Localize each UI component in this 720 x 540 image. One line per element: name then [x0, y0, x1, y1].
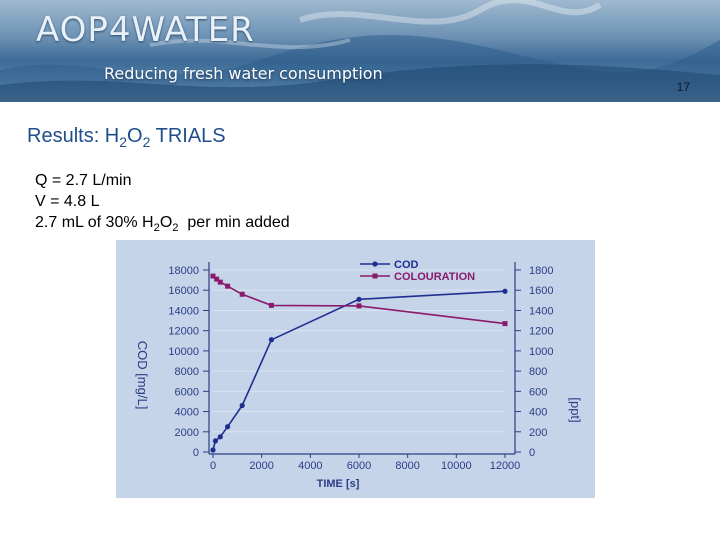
- wave-background-graphic: [0, 0, 720, 102]
- y-right-tick-label: 1400: [529, 305, 553, 317]
- y-right-tick-label: 1000: [529, 346, 553, 358]
- y-left-tick-label: 10000: [168, 346, 199, 358]
- x-tick-label: 0: [210, 460, 216, 472]
- data-point: [356, 296, 362, 302]
- data-point: [225, 283, 231, 289]
- data-point: [268, 302, 274, 308]
- series-line-cod: [212, 290, 506, 451]
- y-right-tick-label: 600: [529, 386, 547, 398]
- y-right-axis-label: [ppt]: [568, 397, 583, 422]
- data-point: [214, 276, 220, 282]
- y-left-tick-label: 2000: [175, 427, 199, 439]
- y-right-tick-label: 0: [529, 447, 535, 459]
- data-point: [217, 434, 223, 440]
- legend-entry: COD: [394, 259, 419, 271]
- data-point: [210, 447, 216, 453]
- grid-lines: [213, 269, 505, 433]
- x-tick-label: 8000: [395, 460, 419, 472]
- data-point: [225, 424, 231, 430]
- data-point: [212, 438, 219, 444]
- x-tick-label: 4000: [298, 460, 322, 472]
- slide-number: 17: [676, 80, 690, 94]
- chart-panel: 0 2000 4000 6000 8000 10000 12000 14000 16000 180…: [116, 240, 595, 498]
- slide-title: Results: H2O2 TRIALS: [27, 125, 226, 150]
- y-left-tick-label: 12000: [168, 326, 199, 338]
- legend-marker: [372, 261, 378, 267]
- y-right-tick-label: 400: [529, 407, 547, 419]
- header-banner: AOP4WATER Reducing fresh water consumpti…: [0, 0, 720, 102]
- data-point: [239, 291, 245, 297]
- app-logo: AOP4WATER: [36, 10, 255, 50]
- y-right-tick-label: 1600: [529, 285, 553, 297]
- y-right-tick-label: 200: [529, 427, 547, 439]
- data-point: [356, 303, 362, 309]
- x-tick-label: 12000: [490, 460, 521, 472]
- tagline: Reducing fresh water consumption: [104, 64, 383, 83]
- data-point: [502, 288, 508, 294]
- y-left-tick-label: 0: [193, 447, 199, 459]
- data-point: [210, 273, 216, 279]
- legend-entry: COLOURATION: [394, 271, 475, 283]
- flow-rate-line: Q = 2.7 L/min: [35, 172, 132, 189]
- y-right-tick-label: 1200: [529, 326, 553, 338]
- axes: [203, 262, 521, 458]
- volume-line: V = 4.8 L: [35, 193, 100, 210]
- data-point: [268, 337, 274, 343]
- legend-marker: [372, 273, 378, 279]
- trial-parameters: Q = 2.7 L/min V = 4.8 L 2.7 mL of 30% H2…: [35, 170, 290, 239]
- tick-labels: 0200040006000800010000120001400016000180…: [168, 265, 553, 472]
- y-left-tick-label: 4000: [175, 407, 199, 419]
- y-left-tick-label: 14000: [168, 305, 199, 317]
- data-point: [217, 279, 223, 285]
- data-point: [239, 402, 245, 409]
- y-left-tick-label: 8000: [175, 366, 199, 378]
- data-point: [502, 321, 508, 327]
- x-axis-label: TIME [s]: [317, 478, 360, 490]
- y-right-tick-label: 800: [529, 366, 547, 378]
- x-tick-label: 10000: [441, 460, 472, 472]
- series-layer: [210, 273, 508, 453]
- cod-colouration-chart: 0200040006000800010000120001400016000180…: [135, 259, 583, 490]
- y-left-tick-label: 6000: [175, 386, 199, 398]
- x-tick-label: 6000: [347, 460, 371, 472]
- y-left-axis-label: COD [mg/L]: [135, 341, 150, 410]
- y-right-tick-label: 1800: [529, 265, 553, 277]
- y-left-tick-label: 16000: [168, 285, 199, 297]
- y-left-tick-label: 18000: [168, 265, 199, 277]
- dosing-line: 2.7 mL of 30% H2O2 per min added: [35, 214, 290, 235]
- x-tick-label: 2000: [249, 460, 273, 472]
